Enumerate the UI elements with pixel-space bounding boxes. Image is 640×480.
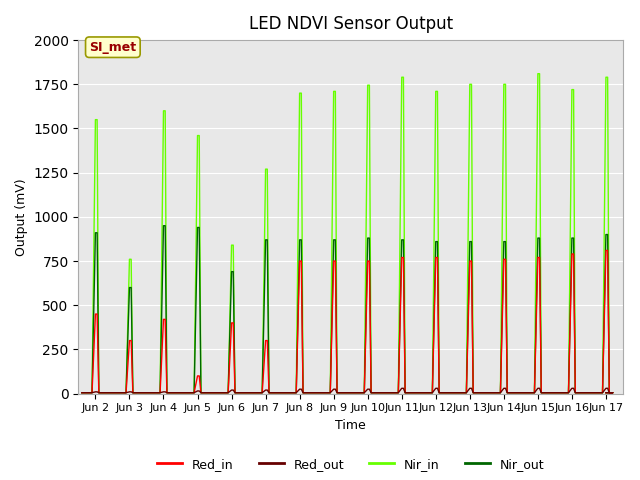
Red_in (531, 390, 538, 396)
Red_out (493, 390, 501, 396)
Title: LED NDVI Sensor Output: LED NDVI Sensor Output (248, 15, 452, 33)
Text: SI_met: SI_met (90, 41, 136, 54)
Red_out (534, 385, 541, 391)
Nir_in (93, 117, 101, 122)
Nir_in (255, 390, 262, 396)
Red_out (602, 390, 610, 396)
Red_out (78, 390, 86, 396)
Nir_out (159, 223, 167, 228)
Legend: Red_in, Red_out, Nir_in, Nir_out: Red_in, Red_out, Nir_in, Nir_out (152, 453, 549, 476)
Nir_out (259, 390, 266, 396)
Nir_in (602, 390, 610, 396)
Red_in (92, 311, 99, 317)
Red_in (255, 390, 262, 396)
Nir_out (493, 390, 501, 396)
Red_out (398, 385, 406, 391)
Line: Red_out: Red_out (82, 388, 612, 393)
Nir_out (93, 230, 101, 236)
Nir_in (486, 390, 494, 396)
Nir_in (92, 117, 99, 122)
Nir_out (534, 235, 541, 241)
Nir_out (602, 390, 610, 396)
Red_in (78, 390, 86, 396)
Line: Nir_in: Nir_in (82, 74, 612, 393)
Nir_in (531, 390, 538, 396)
Red_in (93, 311, 101, 317)
Y-axis label: Output (mV): Output (mV) (15, 178, 28, 256)
Line: Red_in: Red_in (82, 251, 612, 393)
Red_out (92, 389, 99, 395)
Nir_in (78, 390, 86, 396)
Line: Nir_out: Nir_out (82, 226, 612, 393)
Nir_out (588, 390, 596, 396)
Red_in (486, 390, 494, 396)
Red_in (575, 390, 582, 396)
Nir_out (78, 390, 86, 396)
X-axis label: Time: Time (335, 419, 366, 432)
Red_out (588, 390, 596, 396)
Nir_in (588, 390, 596, 396)
Red_out (93, 389, 101, 395)
Red_in (602, 390, 610, 396)
Nir_out (92, 230, 99, 236)
Nir_in (534, 71, 541, 77)
Red_out (255, 390, 262, 396)
Red_in (602, 248, 610, 253)
